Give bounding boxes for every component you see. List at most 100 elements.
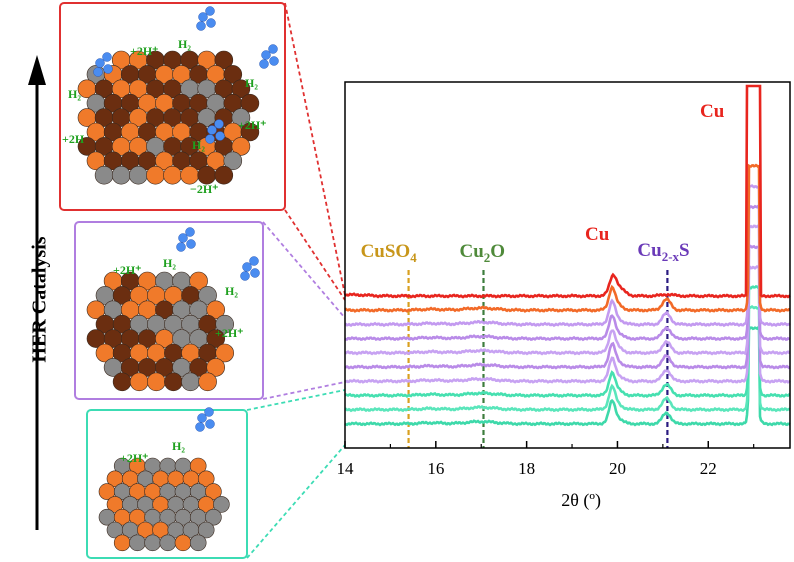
reaction-label-0-5: +2H (62, 132, 85, 146)
h2-bubble (102, 52, 112, 62)
her-arrow (28, 55, 46, 530)
particle (240, 122, 260, 142)
x-tick-label-16: 16 (427, 459, 444, 478)
h2-bubble (207, 125, 217, 135)
particle (214, 165, 234, 185)
peak-annotation-1: Cu (700, 101, 725, 122)
reaction-label-0-4: +2H⁺ (238, 118, 267, 132)
reaction-label-2-0: +2H⁺ (120, 451, 149, 465)
h2-bubble (269, 56, 279, 66)
reaction-label-2-1: H₂ (172, 439, 185, 453)
trace-2 (344, 183, 791, 328)
reaction-label-1-1: H₂ (163, 256, 176, 270)
h2-bubble (215, 131, 225, 141)
plot-frame (344, 81, 791, 449)
reference-label-0: CuSO4 (361, 241, 418, 265)
reaction-label-0-7: −2H⁺ (190, 182, 219, 196)
particle (223, 65, 243, 84)
connector-line-5 (246, 444, 346, 559)
h2-bubble (205, 6, 215, 16)
particle (198, 372, 217, 392)
trace-6 (344, 265, 791, 384)
h2-bubble (195, 422, 205, 432)
arrow-head (28, 55, 46, 85)
particle (189, 271, 208, 291)
connector-line-2 (262, 221, 346, 319)
particle (197, 521, 215, 539)
x-tick-label-20: 20 (609, 459, 626, 478)
particle (198, 286, 217, 305)
h2-bubble (214, 119, 224, 129)
h2-bubble (242, 262, 252, 272)
particle-cluster-1 (86, 271, 234, 392)
particle (189, 457, 207, 475)
h2-bubble (205, 419, 215, 429)
h2-bubble (198, 12, 208, 22)
reaction-label-1-2: H₂ (225, 284, 238, 298)
h2-bubble (206, 18, 216, 28)
trace-4 (344, 224, 790, 356)
h2-bubble (259, 59, 269, 69)
x-axis-label: 2θ (º) (561, 490, 601, 511)
particle (215, 343, 234, 363)
trace-7 (344, 284, 791, 399)
trace-0 (344, 84, 791, 299)
particle (213, 496, 230, 513)
x-tick-label-18: 18 (518, 459, 535, 478)
h2-bubble (268, 44, 278, 54)
reference-label-1: Cu2O (459, 241, 505, 265)
reaction-label-0-2: H₂ (68, 87, 81, 101)
particle (206, 300, 225, 320)
x-tick-label-14: 14 (337, 459, 355, 478)
h2-bubble (249, 256, 259, 266)
particle (189, 534, 207, 552)
reference-label-2: Cu2-xS (637, 240, 689, 264)
h2-bubble (178, 233, 188, 243)
particle (206, 329, 225, 348)
h2-bubble (197, 413, 207, 423)
particle (205, 483, 222, 500)
h2-bubble (186, 239, 196, 249)
trace-1 (344, 163, 791, 313)
trace-9 (344, 324, 791, 427)
h2-bubble (240, 271, 250, 281)
h2-bubble (176, 242, 186, 252)
h2-bubble (95, 58, 105, 68)
h2-bubble (205, 134, 215, 144)
h2-bubble (261, 50, 271, 60)
reaction-label-0-3: H₂ (245, 76, 258, 90)
peak-annotation-0: Cu (585, 224, 610, 245)
trace-3 (344, 203, 791, 342)
trace-8 (344, 304, 791, 413)
plot-area (345, 82, 790, 448)
reaction-label-0-0: +2H⁺ (130, 44, 159, 58)
particle (197, 470, 215, 488)
particle (214, 50, 234, 70)
connector-line-0 (284, 2, 346, 296)
particle (206, 358, 225, 377)
particle-cluster-2 (98, 457, 230, 552)
particle (223, 151, 243, 171)
particle-cluster-0 (77, 50, 260, 185)
h2-bubble (196, 21, 206, 31)
particle (231, 137, 251, 156)
particle (240, 93, 260, 113)
h2-bubble (93, 67, 103, 77)
particle (205, 508, 222, 526)
h2-bubble (250, 268, 260, 278)
h2-bubble (185, 227, 195, 237)
x-tick-label-22: 22 (700, 459, 717, 478)
reaction-label-0-1: H₂ (178, 37, 191, 51)
h2-bubble (204, 407, 214, 417)
h2-bubble (103, 64, 113, 74)
reaction-label-1-0: +2H⁺ (113, 263, 142, 277)
reaction-label-0-6: H₂ (192, 138, 205, 152)
particle (215, 314, 234, 334)
particle (231, 108, 251, 127)
reaction-label-1-3: +2H⁺ (215, 326, 244, 340)
particle (231, 79, 251, 99)
trace-5 (345, 244, 791, 370)
connector-line-4 (246, 389, 346, 411)
